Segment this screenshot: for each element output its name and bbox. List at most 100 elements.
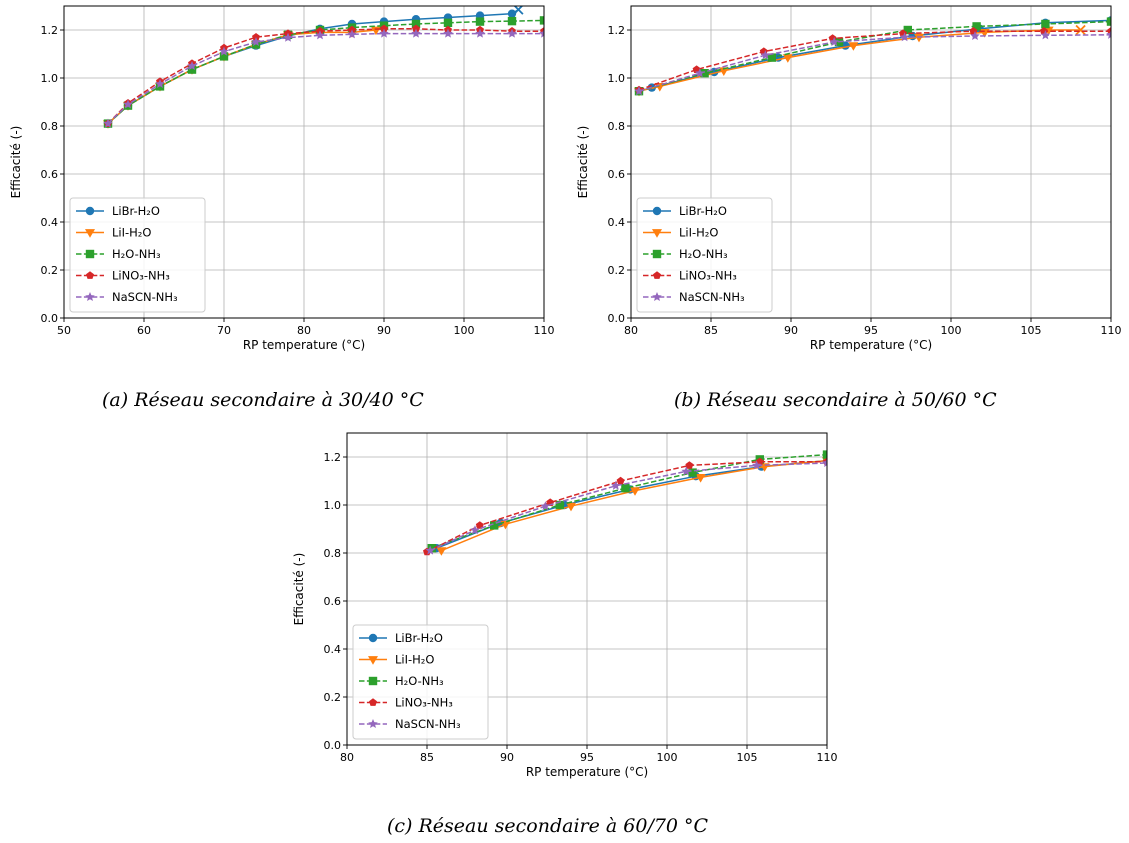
legend-label: LiI-H₂O: [112, 226, 151, 240]
legend-label: LiNO₃-NH₃: [679, 269, 737, 283]
data-point-nascn-nh3: [251, 37, 261, 47]
series-nascn-nh3: [425, 458, 827, 555]
data-point-lino3-nh3: [252, 33, 260, 41]
data-point-lino3-nh3: [380, 24, 388, 33]
legend: LiBr-H₂O LiI-H₂O H₂O-NH₃ LiNO₃-NH₃ NaSCN-NH₃: [69, 197, 206, 313]
data-point-nascn-nh3: [539, 28, 544, 38]
data-point-h2o-nh3: [903, 25, 912, 35]
x-tick-label: 70: [217, 324, 231, 337]
y-axis-label: Efficacité (-): [576, 126, 590, 199]
data-point-nascn-nh3: [540, 501, 551, 511]
data-point-h2o-nh3: [822, 450, 827, 459]
data-point-nascn-nh3: [123, 99, 133, 109]
legend-box: [69, 197, 206, 313]
legend-entry-nascn-nh3: NaSCN-NH₃: [359, 717, 461, 731]
legend-box: [352, 624, 489, 740]
series-line-h2o-nh3: [431, 453, 827, 549]
x-tick-label: 100: [454, 324, 475, 337]
legend-label: LiNO₃-NH₃: [395, 696, 453, 710]
data-point-lii-h2o: [436, 547, 447, 556]
data-point-h2o-nh3: [555, 500, 564, 510]
data-point-nascn-nh3: [187, 61, 197, 71]
legend-label: LiI-H₂O: [679, 226, 718, 240]
legend-marker: [369, 698, 377, 706]
data-point-h2o-nh3: [688, 468, 697, 477]
y-tick-label: 0.8: [41, 120, 59, 133]
data-point-h2o-nh3: [539, 16, 544, 25]
series-line-libr-h2o: [436, 459, 827, 549]
legend-marker: [368, 719, 378, 729]
y-tick-label: 0.0: [41, 312, 59, 325]
data-point-nascn-nh3: [634, 86, 644, 96]
series-lino3-nh3: [635, 27, 1111, 94]
data-point-lii-h2o: [718, 67, 729, 76]
series-group: [423, 450, 827, 556]
y-tick-label: 0.4: [41, 216, 59, 229]
data-point-lino3-nh3: [685, 461, 694, 469]
x-tick-label: 90: [500, 751, 514, 764]
series-line-nascn-nh3: [638, 34, 1111, 92]
chart-a: 50 60 70 80 90 100 110 0.0 0.2 0.4 0.6 0.8 1.0 1.2 RP …: [9, 5, 555, 352]
legend-marker: [86, 271, 94, 279]
caption-c: (c) Réseau secondaire à 60/70 °C: [387, 815, 709, 837]
data-point-nascn-nh3: [970, 31, 980, 41]
data-point-nascn-nh3: [443, 28, 453, 38]
x-tick-label: 85: [420, 751, 434, 764]
data-point-libr-h2o: [513, 6, 524, 15]
data-point-nascn-nh3: [829, 37, 839, 47]
legend-entry-lii-h2o: LiI-H₂O: [359, 653, 434, 667]
series-line-lino3-nh3: [426, 461, 827, 553]
y-tick-label: 0.6: [608, 168, 626, 181]
legend-marker: [85, 249, 95, 259]
series-line-nascn-nh3: [429, 462, 827, 552]
data-point-nascn-nh3: [751, 460, 762, 470]
data-point-h2o-nh3: [187, 65, 197, 74]
data-point-nascn-nh3: [899, 32, 910, 42]
data-point-nascn-nh3: [425, 545, 435, 555]
x-tick-label: 110: [817, 751, 838, 764]
data-point-nascn-nh3: [379, 28, 389, 38]
data-point-nascn-nh3: [1040, 30, 1051, 40]
legend-entry-nascn-nh3: NaSCN-NH₃: [76, 290, 178, 304]
legend-label: H₂O-NH₃: [395, 674, 444, 688]
legend-marker: [652, 206, 662, 216]
legend-entry-lii-h2o: LiI-H₂O: [643, 226, 718, 240]
y-axis-label: Efficacité (-): [292, 553, 306, 626]
data-point-nascn-nh3: [611, 480, 621, 490]
data-point-nascn-nh3: [411, 28, 421, 38]
series-libr-h2o: [432, 456, 827, 553]
series-nascn-nh3: [103, 28, 544, 128]
data-point-h2o-nh3: [621, 484, 630, 493]
series-lino3-nh3: [423, 457, 827, 556]
x-tick-label: 85: [704, 324, 718, 337]
data-point-lii-h2o: [695, 474, 706, 483]
y-tick-label: 0.2: [608, 264, 626, 277]
data-point-h2o-nh3: [490, 521, 499, 530]
data-point-nascn-nh3: [695, 68, 705, 78]
x-tick-label: 60: [137, 324, 151, 337]
x-tick-label: 90: [377, 324, 391, 337]
legend: LiBr-H₂O LiI-H₂O H₂O-NH₃ LiNO₃-NH₃ NaSCN-NH₃: [352, 624, 489, 740]
data-point-h2o-nh3: [411, 19, 421, 29]
x-tick-label: 110: [1101, 324, 1122, 337]
data-point-lii-h2o: [1075, 24, 1086, 36]
chart-c: 80 85 90 95 100 105 110 0.0 0.2 0.4 0.6 0.8 1.0 1.2 RP…: [292, 432, 838, 779]
legend-label: H₂O-NH₃: [112, 247, 161, 261]
data-point-nascn-nh3: [475, 28, 485, 38]
legend-marker: [652, 229, 662, 238]
data-point-libr-h2o: [507, 9, 517, 18]
x-tick-label: 90: [784, 324, 798, 337]
data-point-nascn-nh3: [155, 79, 165, 89]
data-point-h2o-nh3: [700, 69, 709, 78]
legend-marker: [652, 292, 662, 302]
y-tick-label: 0.2: [324, 691, 342, 704]
legend-label: LiNO₃-NH₃: [112, 269, 170, 283]
data-point-nascn-nh3: [283, 32, 293, 42]
data-point-h2o-nh3: [251, 40, 261, 49]
series-line-lii-h2o: [638, 29, 1081, 92]
y-tick-label: 1.0: [608, 72, 626, 85]
legend-entry-nascn-nh3: NaSCN-NH₃: [643, 290, 745, 304]
data-point-h2o-nh3: [1106, 17, 1111, 26]
y-tick-label: 0.6: [324, 595, 342, 608]
y-tick-label: 1.2: [41, 24, 59, 37]
